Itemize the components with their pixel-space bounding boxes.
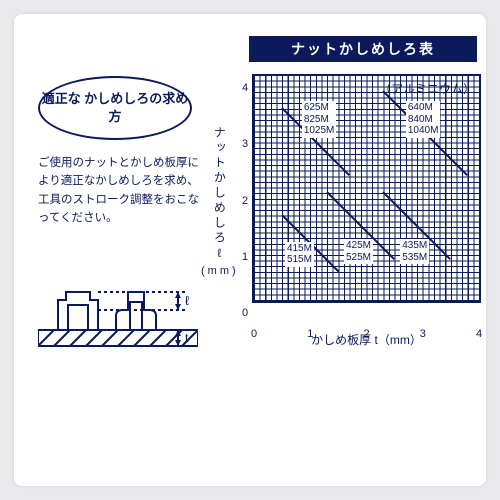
cross-section-diagram: ℓ t xyxy=(38,270,198,365)
x-tick: 2 xyxy=(363,328,369,340)
x-tick: 0 xyxy=(251,328,257,340)
clinch-chart: ナットかしめしろℓ (mm) （アルミニウム） 01234415M515M425… xyxy=(229,76,479,326)
series-label: 415M515M xyxy=(285,242,314,267)
chart-title-bar: ナットかしめしろ表 xyxy=(249,36,477,62)
x-tick: 4 xyxy=(476,328,482,340)
y-axis-label: ナットかしめしろℓ (mm) xyxy=(201,76,239,326)
y-tick: 1 xyxy=(242,251,248,263)
material-label: （アルミニウム） xyxy=(379,80,475,97)
bubble-text: 適正な かしめしろの求め方 xyxy=(40,90,190,126)
series-label: 640M840M1040M xyxy=(406,101,441,138)
y-axis-unit: (mm) xyxy=(201,265,239,277)
y-tick: 2 xyxy=(242,195,248,207)
x-tick: 3 xyxy=(420,328,426,340)
x-tick: 1 xyxy=(307,328,313,340)
series-label: 425M525M xyxy=(344,239,373,264)
y-tick: 4 xyxy=(242,82,248,94)
dim-l: ℓ xyxy=(185,293,190,308)
callout-bubble: 適正な かしめしろの求め方 xyxy=(38,76,192,140)
y-axis-label-text: ナットかしめしろℓ xyxy=(211,126,228,263)
y-tick: 3 xyxy=(242,138,248,150)
y-tick: 0 xyxy=(242,307,248,319)
card: ナットかしめしろ表 適正な かしめしろの求め方 ご使用のナットとかしめ板厚により… xyxy=(14,14,486,486)
series-label: 625M825M1025M xyxy=(302,101,337,138)
description-text: ご使用のナットとかしめ板厚により適正なかしめしろを求め、工具のストローク調整をお… xyxy=(38,154,208,228)
series-label: 435M535M xyxy=(400,239,429,264)
plot-area: （アルミニウム） 01234415M515M425M525M435M535M62… xyxy=(254,76,479,301)
